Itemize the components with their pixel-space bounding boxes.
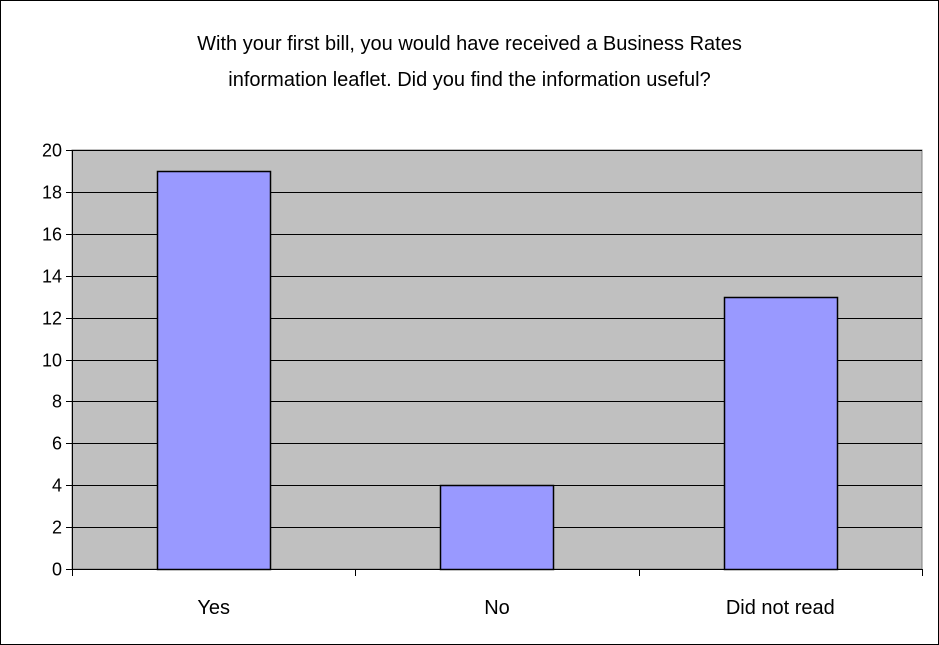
y-tick-label: 20 bbox=[42, 141, 62, 161]
y-tick-label: 16 bbox=[42, 225, 62, 245]
y-tick-label: 6 bbox=[52, 434, 62, 454]
y-tick-label: 8 bbox=[52, 392, 62, 412]
y-tick-label: 14 bbox=[42, 267, 62, 287]
bar-no bbox=[439, 484, 555, 571]
y-tick-label: 10 bbox=[42, 351, 62, 371]
y-tick-label: 18 bbox=[42, 183, 62, 203]
y-tick-label: 12 bbox=[42, 309, 62, 329]
x-category-label: Yes bbox=[197, 597, 230, 619]
y-tick-label: 0 bbox=[52, 560, 62, 580]
x-category-label: Did not read bbox=[726, 597, 835, 619]
chart-title: With your first bill, you would have rec… bbox=[0, 26, 939, 98]
chart-title-line-1: With your first bill, you would have rec… bbox=[197, 33, 742, 55]
bar-yes bbox=[156, 170, 272, 571]
bars bbox=[156, 170, 839, 571]
category-labels: Yes No Did not read bbox=[197, 597, 834, 619]
x-category-label: No bbox=[484, 597, 510, 619]
chart-title-line-2: information leaflet. Did you find the in… bbox=[228, 69, 711, 91]
y-tick-label: 2 bbox=[52, 518, 62, 538]
y-tick-label: 4 bbox=[52, 476, 62, 496]
bar-did-not-read bbox=[723, 296, 839, 571]
y-axis: 0 2 4 6 8 10 12 14 16 18 20 bbox=[42, 141, 73, 580]
